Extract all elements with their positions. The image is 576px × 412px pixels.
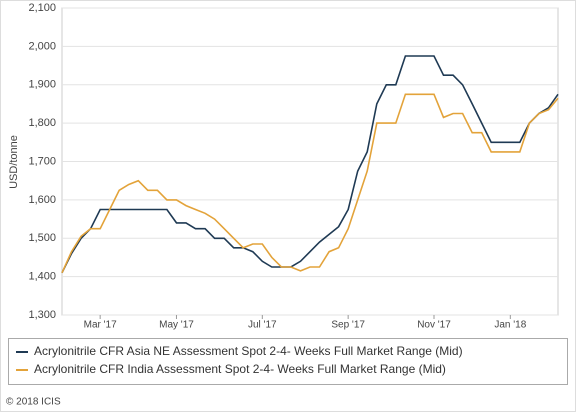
x-tick-label: Sep '17	[331, 320, 365, 331]
x-tick-label: Mar '17	[84, 320, 117, 331]
legend-label: Acrylonitrile CFR Asia NE Assessment Spo…	[34, 344, 463, 358]
legend-box	[8, 338, 568, 385]
y-tick-label: 1,900	[28, 79, 56, 91]
series-line	[61, 93, 559, 274]
y-tick-label: 2,000	[28, 40, 56, 52]
x-tick-label: May '17	[159, 320, 194, 331]
x-tick-label: Jul '17	[248, 320, 277, 331]
y-axis-title: USD/tonne	[8, 135, 20, 189]
footer: © 2018 ICIS	[6, 397, 61, 408]
y-tick-label: 1,600	[28, 194, 56, 206]
x-tick-label: Nov '17	[417, 320, 451, 331]
y-tick-label: 1,400	[28, 271, 56, 283]
y-tick-label: 1,300	[28, 309, 56, 321]
y-tick-label: 2,100	[28, 2, 56, 14]
legend-label: Acrylonitrile CFR India Assessment Spot …	[34, 362, 446, 376]
y-tick-label: 1,700	[28, 155, 56, 167]
x-tick-label: Jan '18	[494, 320, 526, 331]
series-line	[61, 55, 559, 274]
y-tick-label: 1,800	[28, 117, 56, 129]
y-tick-label: 1,500	[28, 232, 56, 244]
